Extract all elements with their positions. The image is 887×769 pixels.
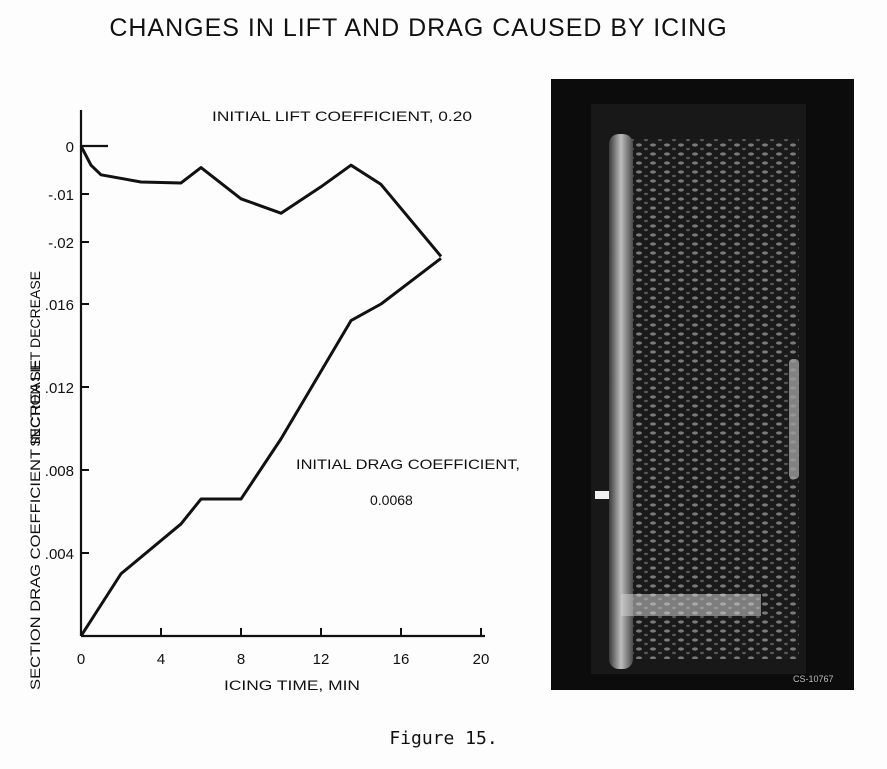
- figure-caption: Figure 15.: [389, 728, 498, 749]
- iced-airfoil-photo: CS-10767: [551, 79, 854, 690]
- drag-annotation-line1: INITIAL DRAG COEFFICIENT,: [296, 456, 520, 472]
- upper-y-tick-label: 0: [66, 139, 74, 156]
- photo-stamp: CS-10767: [793, 674, 834, 684]
- lower-y-tick-label: .008: [45, 463, 74, 480]
- lower-y-tick-label: .004: [45, 546, 74, 563]
- lower-y-axis-label: SECTION DRAG COEFFICIENT INCREASE: [27, 360, 43, 690]
- x-axis-label: ICING TIME, MIN: [224, 677, 360, 693]
- figure-title: CHANGES IN LIFT AND DRAG CAUSED BY ICING: [109, 14, 728, 42]
- lift-annotation: INITIAL LIFT COEFFICIENT, 0.20: [212, 108, 472, 124]
- upper-y-axis-label: SECTION LIFT DECREASE: [27, 271, 43, 447]
- lower-y-tick-label: .012: [45, 380, 74, 397]
- lift-decrease-line: [79, 145, 443, 258]
- x-tick-label: 16: [393, 651, 410, 668]
- chart-marks: 0 4 8 12 16 20 0 -.01 -.02 .004 .008 .012 .016: [45, 139, 490, 668]
- x-tick-label: 8: [237, 651, 245, 668]
- upper-y-tick-label: -.01: [48, 187, 74, 204]
- drag-increase-line: [79, 257, 442, 637]
- upper-y-tick-label: -.02: [48, 235, 74, 252]
- icing-chart: SECTION LIFT DECREASE SECTION DRAG COEFF…: [27, 108, 520, 693]
- x-tick-label: 20: [473, 651, 490, 668]
- x-tick-label: 0: [77, 651, 85, 668]
- x-tick-label: 4: [157, 651, 165, 668]
- lower-y-tick-label: .016: [45, 297, 74, 314]
- drag-annotation-line2: 0.0068: [370, 492, 413, 508]
- x-tick-label: 12: [313, 651, 330, 668]
